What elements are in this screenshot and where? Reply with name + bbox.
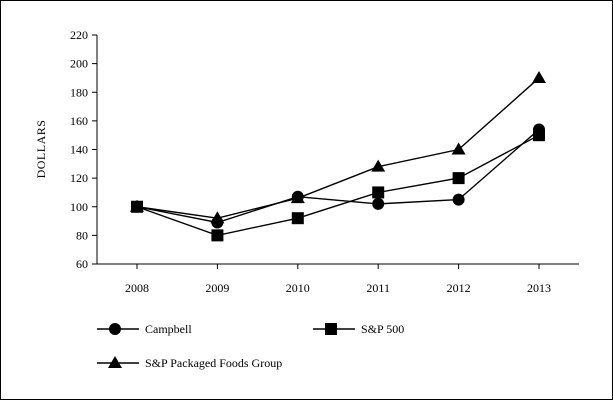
x-tick-label: 2009: [205, 281, 229, 295]
y-tick-label: 220: [70, 28, 88, 42]
legend-marker-triangle: [108, 356, 122, 368]
legend-item: Campbell: [97, 322, 192, 336]
legend: Campbell S&P 500 S&P Packaged Foods Group: [97, 322, 404, 370]
y-axis-title: DOLLARS: [34, 120, 48, 179]
x-tick-label: 2010: [286, 281, 310, 295]
data-point-circle: [452, 193, 465, 206]
y-tick-label: 60: [76, 257, 88, 271]
data-point-square: [291, 212, 304, 225]
data-point-square: [211, 229, 224, 242]
y-axis-ticks: 60 80 100 120 140 160 180 200 220: [70, 28, 97, 271]
x-tick-label: 2013: [527, 281, 551, 295]
data-point-square: [372, 186, 385, 199]
x-tick-label: 2011: [366, 281, 390, 295]
legend-item: S&P 500: [313, 322, 404, 336]
data-point-triangle: [130, 199, 144, 212]
legend-marker-circle: [109, 323, 121, 335]
series-layer: [130, 70, 546, 242]
axes: [96, 35, 579, 265]
series-line: [136, 134, 540, 237]
series-circle: [131, 123, 545, 229]
data-point-triangle: [532, 70, 546, 83]
data-point-triangle: [290, 191, 305, 204]
x-tick-label: 2012: [447, 281, 471, 295]
legend-label: S&P 500: [361, 322, 404, 336]
data-point-triangle: [210, 211, 225, 224]
y-tick-label: 140: [70, 143, 88, 157]
y-tick-label: 180: [70, 85, 88, 99]
y-tick-label: 160: [70, 114, 88, 128]
series-triangle: [130, 70, 546, 224]
series-square: [131, 129, 545, 242]
y-tick-label: 100: [70, 200, 88, 214]
legend-item: S&P Packaged Foods Group: [97, 356, 282, 370]
y-tick-label: 200: [70, 57, 88, 71]
data-point-square: [533, 129, 545, 142]
series-line: [136, 77, 540, 219]
data-point-circle: [372, 197, 385, 210]
legend-marker-square: [325, 323, 337, 335]
y-tick-label: 120: [70, 171, 88, 185]
data-point-triangle: [451, 142, 466, 155]
data-point-triangle: [371, 159, 386, 172]
legend-label: S&P Packaged Foods Group: [145, 356, 282, 370]
x-axis-ticks: 2008 2009 2010 2011 2012 2013: [125, 264, 551, 295]
y-tick-label: 80: [76, 228, 88, 242]
data-point-square: [452, 172, 465, 185]
legend-label: Campbell: [145, 322, 192, 336]
series-line: [136, 128, 540, 224]
x-tick-label: 2008: [125, 281, 149, 295]
